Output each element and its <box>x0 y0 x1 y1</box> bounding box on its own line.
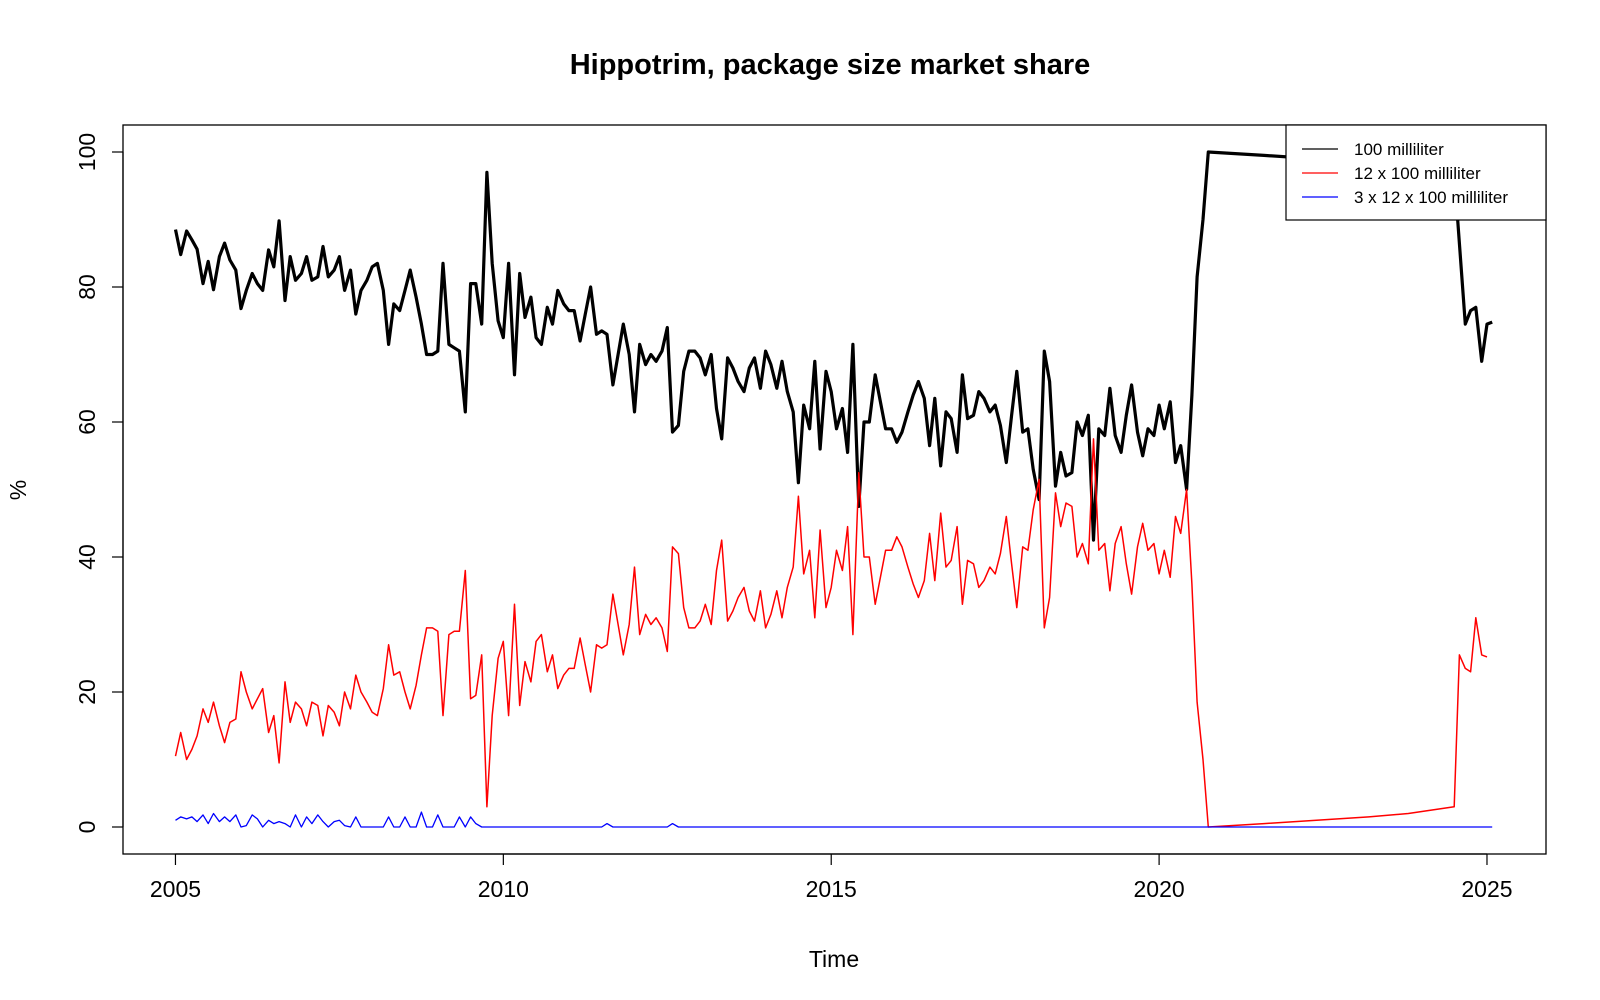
chart-title: Hippotrim, package size market share <box>570 49 1091 81</box>
y-tick-label: 80 <box>74 274 100 300</box>
y-tick-label: 20 <box>74 679 100 705</box>
y-tick-label: 40 <box>74 544 100 570</box>
plot-frame <box>122 124 1547 855</box>
legend: 100 milliliter 12 x 100 milliliter 3 x 12 … <box>1285 124 1547 221</box>
x-tick-label: 2015 <box>806 876 857 902</box>
series-line-2 <box>174 438 1488 828</box>
y-tick-label: 0 <box>74 821 100 834</box>
y-tick-label: 100 <box>74 133 100 171</box>
y-tick-label: 60 <box>74 409 100 435</box>
x-tick-label: 2025 <box>1461 876 1512 902</box>
series-line-3 <box>175 811 1493 828</box>
y-axis-label: % <box>5 480 31 500</box>
x-axis: 2005 2010 2015 2020 2025 <box>150 853 1513 902</box>
series-layer <box>173 150 1493 828</box>
x-axis-label: Time <box>809 946 859 972</box>
series-line-1 <box>173 150 1493 542</box>
x-tick-label: 2020 <box>1134 876 1185 902</box>
x-tick-label: 2010 <box>478 876 529 902</box>
legend-label-3: 3 x 12 x 100 milliliter <box>1354 188 1508 207</box>
y-axis: 0 20 40 60 80 100 <box>74 133 124 834</box>
x-tick-label: 2005 <box>150 876 201 902</box>
legend-label-1: 100 milliliter <box>1354 140 1444 159</box>
legend-label-2: 12 x 100 milliliter <box>1354 164 1481 183</box>
